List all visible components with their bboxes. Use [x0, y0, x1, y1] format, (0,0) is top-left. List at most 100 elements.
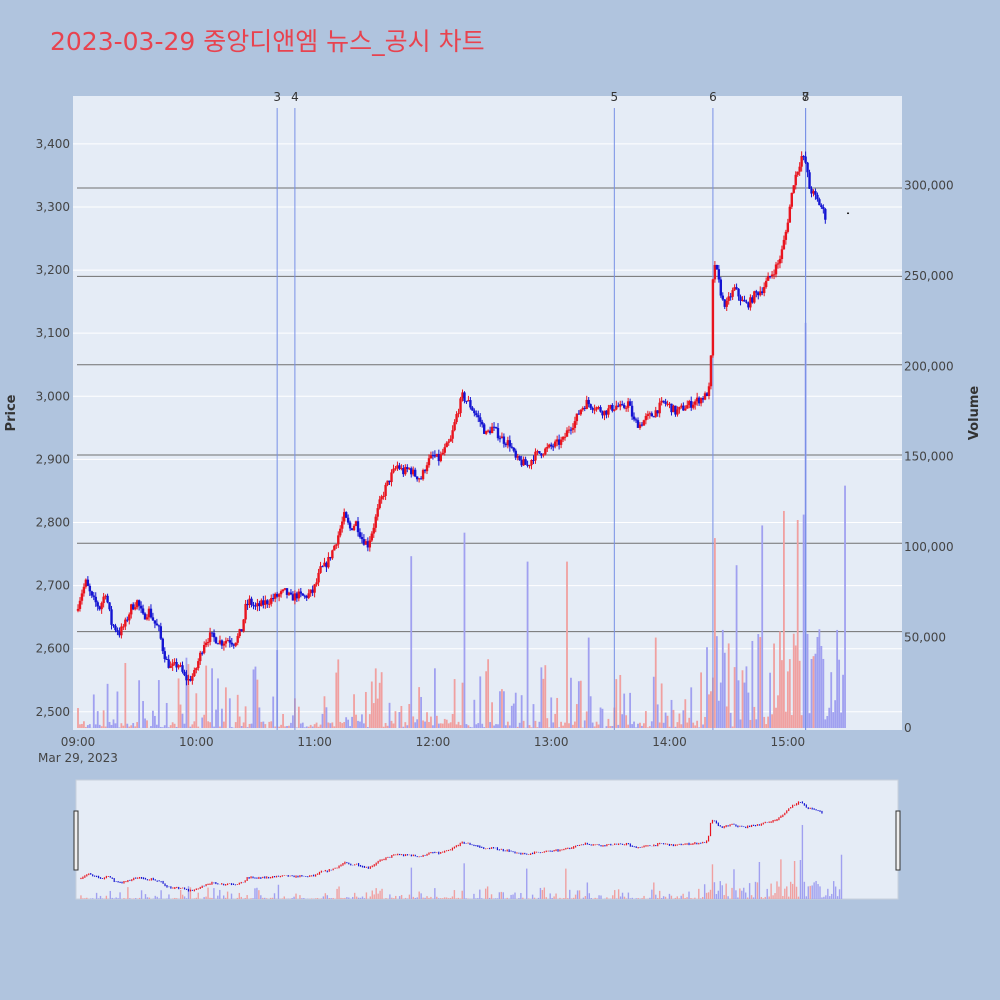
candle-body [228, 640, 232, 643]
range-volume-bar [463, 863, 465, 899]
volume-bar [623, 693, 626, 728]
candle-body [398, 465, 401, 469]
candle-body [408, 468, 411, 470]
candle-body [526, 464, 529, 466]
range-volume-bar [219, 889, 221, 899]
volume-bar [262, 721, 265, 728]
range-volume-bar [181, 894, 184, 899]
candle-body [567, 429, 571, 431]
range-volume-bar [780, 859, 782, 899]
range-volume-bar [803, 881, 806, 899]
volume-bar [733, 667, 736, 728]
volume-bar [106, 683, 109, 728]
range-slider-right-handle[interactable] [895, 810, 901, 871]
range-volume-bar [440, 898, 442, 899]
volume-bar [773, 643, 775, 728]
candle-body [270, 598, 273, 604]
volume-bar [167, 727, 170, 728]
volume-bar [114, 723, 117, 728]
range-volume-bar [379, 890, 381, 899]
range-volume-bar [545, 897, 547, 899]
range-slider-left-handle[interactable] [73, 810, 79, 871]
range-volume-bar [786, 886, 788, 899]
candle-body [321, 566, 324, 568]
volume-bar [207, 721, 210, 728]
candle-body [297, 591, 301, 599]
volume-bar [473, 699, 476, 728]
range-volume-bar [426, 896, 428, 899]
candle-body [240, 629, 243, 632]
volume-bar [503, 691, 505, 728]
volume-bar [461, 682, 464, 728]
candle-body [585, 399, 588, 410]
volume-bar [197, 726, 200, 728]
candle-body [319, 566, 322, 573]
range-volume-bar [330, 898, 332, 899]
candle-body [135, 600, 139, 608]
candle-body [463, 392, 466, 402]
range-volume-bar [189, 887, 192, 899]
candle-body [153, 620, 157, 624]
range-volume-bar [829, 896, 831, 899]
volume-bar [518, 722, 521, 728]
volume-bar [317, 726, 320, 728]
candle-body [173, 662, 176, 664]
range-volume-bar [670, 895, 673, 899]
range-volume-bar [404, 897, 407, 899]
volume-bar [426, 712, 428, 728]
candle-body [313, 584, 316, 593]
candle-body [122, 626, 125, 628]
volume-bar [747, 692, 750, 728]
volume-bar [514, 692, 517, 728]
candle-body [128, 614, 131, 621]
candle-body [607, 408, 610, 415]
range-volume-bar [588, 893, 590, 899]
volume-bar [112, 719, 115, 728]
candle-body [725, 300, 728, 307]
range-volume-bar [436, 896, 438, 899]
volume-bar [264, 724, 267, 728]
candle-body [788, 206, 792, 223]
event-label: 4 [291, 90, 299, 104]
volume-bar [708, 694, 710, 728]
candle-body [307, 593, 310, 598]
volume-bar [631, 724, 633, 728]
volume-bar [455, 724, 458, 728]
range-volume-bar [694, 897, 696, 899]
volume-bar [439, 723, 442, 728]
volume-bar [189, 726, 192, 728]
range-volume-bar [801, 824, 804, 899]
range-volume-bar [576, 890, 579, 899]
candle-body [380, 496, 383, 500]
range-volume-bar [741, 890, 743, 899]
range-volume-bar [791, 883, 794, 899]
range-volume-bar [371, 890, 373, 899]
range-volume-bar [533, 897, 536, 899]
range-volume-bar [526, 868, 528, 899]
range-volume-bar [831, 893, 833, 899]
candle-body [707, 386, 711, 397]
volume-bar [435, 715, 438, 728]
volume-bar [394, 711, 397, 728]
volume-bar [658, 722, 661, 728]
candle-body [226, 640, 230, 642]
volume-bar [274, 726, 277, 728]
range-volume-bar [373, 894, 375, 899]
candle-body [260, 600, 263, 607]
candle-body [376, 508, 379, 517]
volume-bar [205, 665, 208, 728]
candle-body [189, 679, 192, 681]
candle-body [342, 512, 346, 522]
range-volume-bar [146, 897, 149, 899]
range-slider[interactable] [73, 779, 901, 900]
volume-bar [382, 726, 385, 728]
volume-bar [305, 726, 308, 728]
range-volume-bar [813, 882, 815, 899]
candle-body [283, 588, 287, 590]
volume-bar [704, 716, 706, 728]
candle-body [301, 593, 304, 596]
range-volume-bar [668, 893, 671, 899]
volume-bar [132, 723, 135, 728]
volume-bar [364, 691, 367, 728]
range-volume-bar [606, 897, 608, 899]
